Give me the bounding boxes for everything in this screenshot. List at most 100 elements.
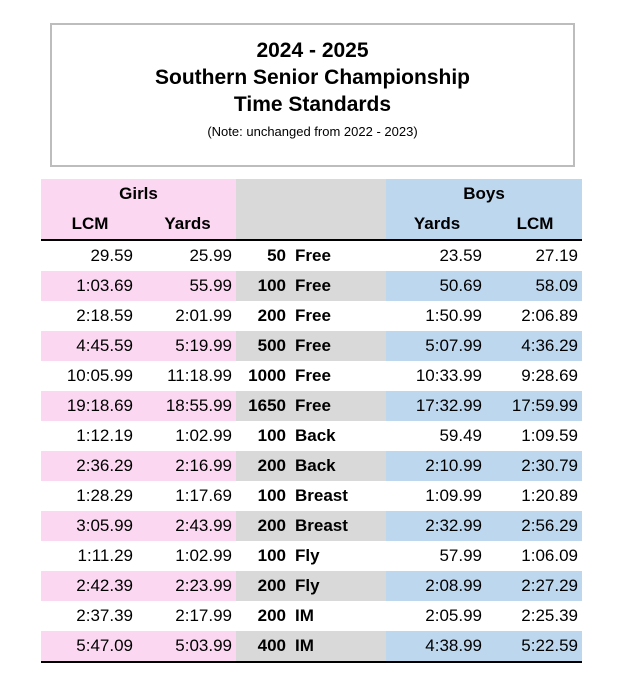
- event-distance: 200: [257, 306, 286, 325]
- boys-yards-cell: 2:10.99: [386, 451, 488, 481]
- table-row: 2:18.59 2:01.99 200 Free 1:50.99 2:06.89: [41, 301, 582, 331]
- table-row: 3:05.99 2:43.99 200 Breast 2:32.99 2:56.29: [41, 511, 582, 541]
- event-distance: 200: [257, 456, 286, 475]
- event-header-blank: [236, 179, 386, 209]
- boys-lcm-cell: 5:22.59: [488, 631, 582, 661]
- event-header-blank-2: [236, 209, 386, 239]
- girls-lcm-cell: 1:03.69: [41, 271, 139, 301]
- event-distance: 1650: [248, 396, 286, 415]
- event-stroke: Back: [295, 426, 336, 445]
- group-header-row: Girls Boys: [41, 179, 582, 209]
- table-row: 1:03.69 55.99 100 Free 50.69 58.09: [41, 271, 582, 301]
- event-cell: 200 IM: [236, 601, 386, 631]
- event-distance: 1000: [248, 366, 286, 385]
- boys-lcm-cell: 9:28.69: [488, 361, 582, 391]
- girls-lcm-cell: 2:18.59: [41, 301, 139, 331]
- boys-lcm-cell: 58.09: [488, 271, 582, 301]
- boys-lcm-header: LCM: [488, 209, 582, 239]
- boys-yards-cell: 2:08.99: [386, 571, 488, 601]
- table-row: 2:37.39 2:17.99 200 IM 2:05.99 2:25.39: [41, 601, 582, 631]
- boys-lcm-cell: 2:25.39: [488, 601, 582, 631]
- boys-yards-cell: 1:50.99: [386, 301, 488, 331]
- event-cell: 100 Fly: [236, 541, 386, 571]
- event-stroke: Fly: [295, 576, 320, 595]
- boys-yards-cell: 17:32.99: [386, 391, 488, 421]
- table-row: 5:47.09 5:03.99 400 IM 4:38.99 5:22.59: [41, 631, 582, 661]
- event-distance: 100: [257, 546, 286, 565]
- boys-yards-cell: 57.99: [386, 541, 488, 571]
- boys-yards-cell: 59.49: [386, 421, 488, 451]
- girls-lcm-cell: 19:18.69: [41, 391, 139, 421]
- girls-yards-cell: 1:17.69: [139, 481, 236, 511]
- boys-header: Boys: [386, 179, 582, 209]
- event-distance: 100: [257, 276, 286, 295]
- table-body: 29.59 25.99 50 Free 23.59 27.19 1:03.69 55.99 10…: [41, 241, 582, 661]
- boys-lcm-cell: 2:06.89: [488, 301, 582, 331]
- girls-lcm-cell: 4:45.59: [41, 331, 139, 361]
- event-cell: 100 Breast: [236, 481, 386, 511]
- event-cell: 200 Breast: [236, 511, 386, 541]
- course-header-row: LCM Yards Yards LCM: [41, 209, 582, 239]
- girls-lcm-cell: 2:42.39: [41, 571, 139, 601]
- table-row: 1:12.19 1:02.99 100 Back 59.49 1:09.59: [41, 421, 582, 451]
- girls-lcm-cell: 1:12.19: [41, 421, 139, 451]
- event-distance: 50: [267, 246, 286, 265]
- event-distance: 500: [257, 336, 286, 355]
- boys-lcm-cell: 17:59.99: [488, 391, 582, 421]
- boys-yards-cell: 1:09.99: [386, 481, 488, 511]
- girls-yards-header: Yards: [139, 209, 236, 239]
- boys-lcm-cell: 2:30.79: [488, 451, 582, 481]
- event-distance: 100: [257, 486, 286, 505]
- event-cell: 500 Free: [236, 331, 386, 361]
- table-row: 10:05.99 11:18.99 1000 Free 10:33.99 9:28.69: [41, 361, 582, 391]
- table-row: 1:28.29 1:17.69 100 Breast 1:09.99 1:20.89: [41, 481, 582, 511]
- girls-yards-cell: 2:43.99: [139, 511, 236, 541]
- boys-yards-cell: 23.59: [386, 241, 488, 271]
- season-title: 2024 - 2025: [256, 39, 369, 62]
- girls-yards-cell: 11:18.99: [139, 361, 236, 391]
- event-cell: 400 IM: [236, 631, 386, 661]
- event-cell: 200 Free: [236, 301, 386, 331]
- table-row: 29.59 25.99 50 Free 23.59 27.19: [41, 241, 582, 271]
- boys-lcm-cell: 4:36.29: [488, 331, 582, 361]
- event-cell: 200 Fly: [236, 571, 386, 601]
- event-distance: 100: [257, 426, 286, 445]
- note-text: (Note: unchanged from 2022 - 2023): [207, 124, 418, 139]
- event-stroke: Free: [295, 306, 331, 325]
- girls-lcm-cell: 5:47.09: [41, 631, 139, 661]
- event-stroke: Fly: [295, 546, 320, 565]
- girls-lcm-header: LCM: [41, 209, 139, 239]
- girls-lcm-cell: 1:11.29: [41, 541, 139, 571]
- event-distance: 200: [257, 606, 286, 625]
- girls-lcm-cell: 2:37.39: [41, 601, 139, 631]
- girls-yards-cell: 2:16.99: [139, 451, 236, 481]
- event-distance: 200: [257, 516, 286, 535]
- girls-yards-cell: 25.99: [139, 241, 236, 271]
- boys-lcm-cell: 1:20.89: [488, 481, 582, 511]
- event-cell: 1000 Free: [236, 361, 386, 391]
- boys-yards-cell: 2:32.99: [386, 511, 488, 541]
- event-cell: 200 Back: [236, 451, 386, 481]
- event-stroke: Back: [295, 456, 336, 475]
- boys-yards-cell: 10:33.99: [386, 361, 488, 391]
- standards-title: Time Standards: [233, 93, 392, 116]
- boys-yards-header: Yards: [386, 209, 488, 239]
- girls-yards-cell: 5:03.99: [139, 631, 236, 661]
- event-stroke: Free: [295, 396, 331, 415]
- boys-yards-cell: 4:38.99: [386, 631, 488, 661]
- boys-lcm-cell: 2:27.29: [488, 571, 582, 601]
- bottom-rule: [41, 661, 582, 663]
- girls-yards-cell: 1:02.99: [139, 541, 236, 571]
- girls-lcm-cell: 10:05.99: [41, 361, 139, 391]
- event-cell: 100 Free: [236, 271, 386, 301]
- boys-yards-cell: 5:07.99: [386, 331, 488, 361]
- girls-yards-cell: 2:23.99: [139, 571, 236, 601]
- girls-header: Girls: [41, 179, 236, 209]
- event-stroke: Free: [295, 246, 331, 265]
- meet-title: Southern Senior Championship: [154, 66, 470, 89]
- event-stroke: IM: [295, 606, 314, 625]
- event-stroke: Breast: [295, 516, 348, 535]
- event-cell: 100 Back: [236, 421, 386, 451]
- boys-lcm-cell: 2:56.29: [488, 511, 582, 541]
- event-stroke: IM: [295, 636, 314, 655]
